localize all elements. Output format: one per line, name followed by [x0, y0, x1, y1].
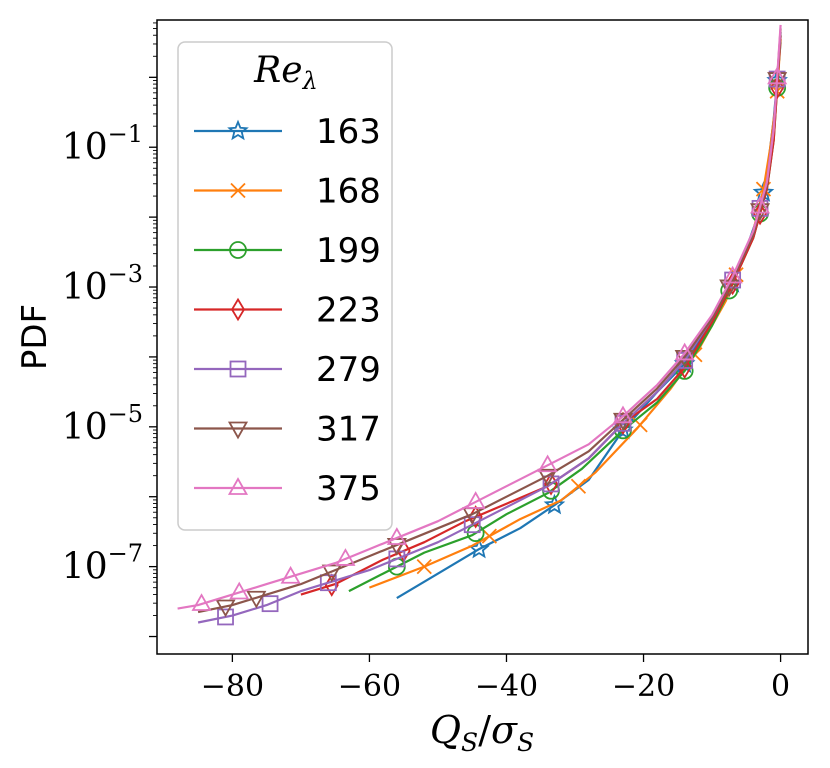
y-axis: 10−1 10−3 10−5 10−7	[62, 22, 157, 638]
legend-label: 168	[316, 172, 381, 212]
legend-marker-diamond	[230, 297, 246, 322]
x-axis: −80 −60 −40 −20 0	[201, 654, 790, 704]
legend-entries: 163 168 199 223 279 317 375	[194, 112, 381, 509]
series-168	[369, 38, 785, 589]
data-point-168	[570, 478, 587, 494]
y-axis-label: PDF	[15, 304, 55, 370]
data-point-375	[674, 342, 695, 361]
data-point-375	[191, 593, 212, 611]
data-point-375	[386, 527, 407, 545]
data-point-375	[280, 565, 301, 584]
legend: Reλ 163 168 199 223 279 317 375	[177, 41, 393, 531]
data-point-375	[537, 454, 558, 473]
y-tick-label: 10−7	[62, 540, 143, 588]
y-tick-label: 10−3	[62, 260, 143, 308]
legend-box	[177, 41, 393, 531]
legend-label: 223	[316, 291, 381, 331]
data-point-375	[767, 66, 788, 85]
series-layer	[177, 24, 788, 626]
data-point-223	[770, 76, 785, 100]
legend-entry-223: 223	[194, 291, 381, 331]
legend-label: 163	[316, 112, 381, 152]
legend-marker-square	[229, 360, 247, 378]
x-tick-label: −60	[338, 669, 401, 704]
data-point-317	[321, 564, 342, 583]
data-point-317	[215, 599, 236, 618]
data-point-279	[388, 550, 406, 568]
legend-label: 375	[316, 469, 381, 509]
data-point-279	[463, 516, 481, 534]
x-tick-label: −40	[475, 669, 538, 704]
legend-title: Reλ	[253, 50, 318, 95]
legend-marker-circle	[229, 241, 247, 259]
data-point-168	[416, 558, 432, 575]
legend-marker-x	[230, 182, 246, 199]
data-point-375	[749, 195, 771, 214]
data-point-317	[246, 590, 267, 609]
data-point-317	[537, 468, 558, 487]
legend-marker-tri-down	[227, 421, 249, 440]
x-tick-label: −20	[612, 669, 675, 704]
legend-entry-163: 163	[194, 112, 381, 152]
data-point-317	[719, 279, 740, 298]
series-163	[396, 42, 788, 600]
legend-marker-tri-up	[227, 477, 249, 495]
legend-marker-star	[227, 119, 249, 141]
data-point-375	[335, 548, 356, 566]
plot-frame	[156, 19, 809, 655]
legend-label: 199	[316, 231, 381, 271]
data-point-279	[261, 595, 279, 613]
data-point-279	[751, 199, 769, 217]
data-point-279	[542, 475, 560, 493]
legend-entry-168: 168	[194, 172, 381, 212]
x-axis-label: QS/σS	[430, 708, 534, 757]
legend-entry-375: 375	[194, 469, 381, 509]
data-point-317	[612, 412, 634, 431]
legend-entry-317: 317	[194, 410, 381, 450]
data-point-279	[217, 608, 234, 626]
legend-label: 279	[316, 350, 381, 390]
y-tick-label: 10−1	[62, 120, 143, 168]
data-point-168	[481, 528, 497, 544]
y-tick-label: 10−5	[62, 400, 143, 448]
data-point-375	[229, 581, 250, 600]
series-375	[177, 24, 788, 611]
series-line-163	[396, 42, 782, 600]
series-line-317	[197, 28, 782, 614]
x-tick-label: 0	[771, 669, 790, 704]
data-point-375	[465, 491, 486, 509]
legend-entry-279: 279	[194, 350, 381, 390]
data-point-375	[722, 265, 743, 284]
data-point-163	[543, 493, 566, 515]
x-tick-label: −80	[201, 669, 264, 704]
legend-entry-199: 199	[194, 231, 381, 271]
data-point-375	[612, 405, 634, 424]
legend-label: 317	[316, 410, 381, 450]
